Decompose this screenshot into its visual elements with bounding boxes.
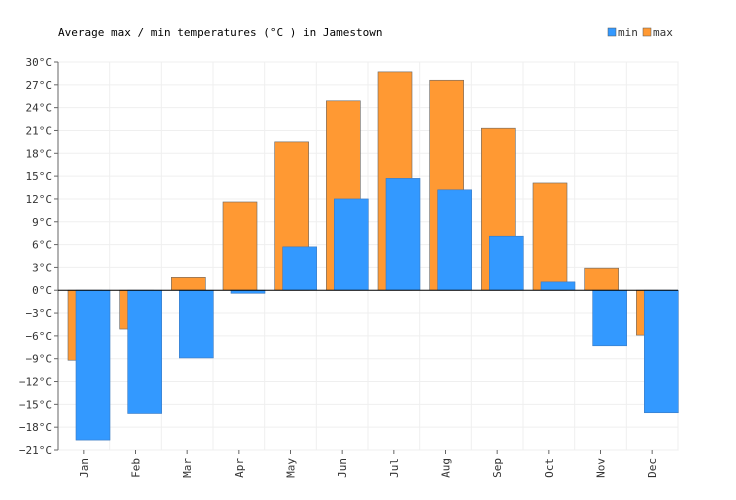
- x-tick-label-apr: Apr: [233, 458, 246, 478]
- y-tick-label: −15°C: [19, 398, 52, 411]
- x-tick-label-mar: Mar: [181, 458, 194, 478]
- y-tick-label: −18°C: [19, 421, 52, 434]
- x-tick-label-dec: Dec: [646, 458, 659, 478]
- x-axis: Jan Feb Mar Apr May Jun Jul Aug Sep Oct Nov Dec: [78, 450, 659, 478]
- bar-min-dec: [644, 289, 679, 414]
- bar-min-jul: [385, 178, 421, 291]
- y-tick-label: −6°C: [26, 330, 53, 343]
- x-tick-label-jun: Jun: [336, 458, 349, 478]
- y-tick-label: 0°C: [32, 284, 52, 297]
- y-tick-label: 21°C: [26, 124, 53, 137]
- legend-label-min: min: [618, 26, 638, 39]
- y-tick-label: 6°C: [32, 239, 52, 252]
- legend-label-max: max: [653, 26, 673, 39]
- legend-swatch-min: [607, 27, 617, 37]
- y-tick-label: 27°C: [26, 79, 53, 92]
- x-tick-label-feb: Feb: [130, 458, 143, 478]
- grid: [57, 61, 679, 451]
- bars: [67, 71, 679, 441]
- bar-min-may: [282, 246, 317, 291]
- y-tick-label: 24°C: [26, 102, 53, 115]
- bar-max-apr: [222, 201, 258, 291]
- bar-max-oct: [532, 182, 568, 291]
- y-tick-label: −3°C: [26, 307, 53, 320]
- y-tick-label: 9°C: [32, 216, 52, 229]
- bar-max-nov: [584, 267, 619, 291]
- x-tick-label-nov: Nov: [595, 458, 608, 478]
- x-tick-label-jan: Jan: [78, 458, 91, 478]
- legend-swatch-max: [642, 27, 652, 37]
- bar-min-oct: [540, 281, 576, 291]
- y-tick-label: −12°C: [19, 376, 52, 389]
- bar-min-sep: [489, 235, 524, 291]
- bar-min-feb: [127, 289, 162, 414]
- x-tick-label-aug: Aug: [440, 458, 453, 478]
- y-tick-label: −9°C: [26, 353, 53, 366]
- y-tick-label: 15°C: [26, 170, 53, 183]
- legend: min max: [607, 26, 673, 39]
- y-tick-label: 12°C: [26, 193, 53, 206]
- x-tick-label-sep: Sep: [491, 458, 504, 478]
- bar-min-aug: [437, 189, 472, 291]
- y-tick-label: −21°C: [19, 444, 52, 457]
- y-tick-label: 30°C: [26, 56, 53, 69]
- bar-min-nov: [592, 289, 627, 347]
- bar-min-jan: [75, 289, 111, 441]
- chart-title: Average max / min temperatures (°C ) in …: [58, 26, 383, 39]
- y-tick-label: 18°C: [26, 147, 53, 160]
- bar-min-jun: [334, 198, 369, 291]
- x-tick-label-may: May: [285, 458, 298, 478]
- x-tick-label-oct: Oct: [543, 458, 556, 478]
- x-tick-label-jul: Jul: [388, 458, 401, 478]
- bar-max-mar: [171, 277, 206, 291]
- bar-min-mar: [179, 289, 214, 359]
- y-axis: −21°C −18°C −15°C −12°C −9°C −6°C −3°C 0°C 3°C 6°…: [19, 56, 59, 457]
- y-tick-label: 3°C: [32, 261, 52, 274]
